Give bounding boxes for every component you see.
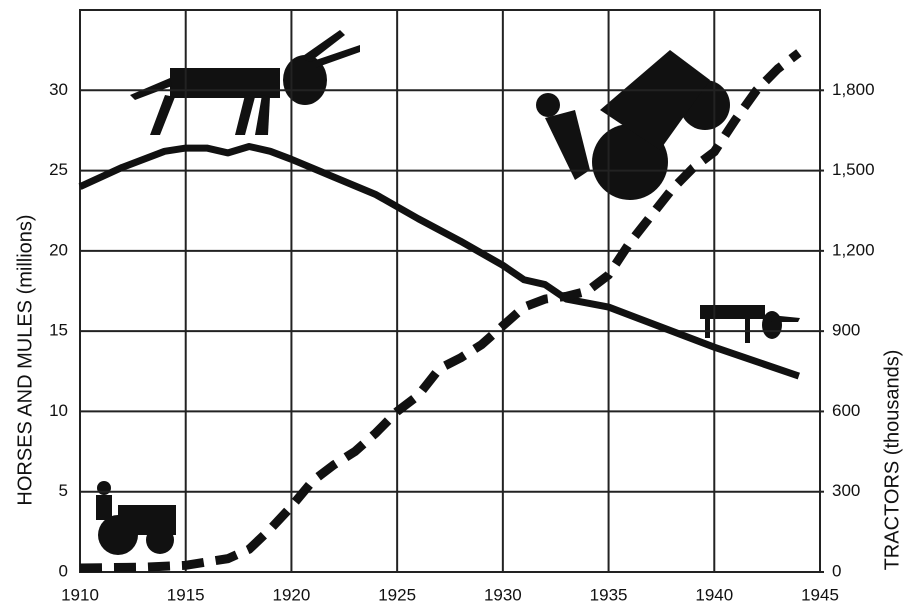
x-tick-label: 1910 [61, 585, 99, 604]
y-tick-label: 20 [49, 240, 68, 259]
y-tick-label: 15 [49, 321, 68, 340]
y2-tick-label: 600 [832, 401, 860, 420]
x-tick-label: 1925 [378, 585, 416, 604]
y-tick-label: 25 [49, 160, 68, 179]
y2-axis-title: TRACTORS (thousands) [881, 350, 903, 571]
y2-tick-label: 1,800 [832, 80, 875, 99]
horse-icon [130, 30, 360, 135]
chart: HORSES AND MULES (millions) TRACTORS (th… [0, 0, 914, 610]
x-tick-label: 1935 [590, 585, 628, 604]
x-tick-label: 1930 [484, 585, 522, 604]
series-line [80, 146, 799, 376]
y-tick-label: 0 [59, 561, 68, 580]
x-tick-label: 1945 [801, 585, 839, 604]
x-tick-label: 1915 [167, 585, 205, 604]
y2-tick-label: 1,200 [832, 240, 875, 259]
x-tick-label: 1920 [273, 585, 311, 604]
y2-tick-label: 300 [832, 481, 860, 500]
x-tick-label: 1940 [695, 585, 733, 604]
y-tick-label: 10 [49, 401, 68, 420]
y-axis-title: HORSES AND MULES (millions) [14, 214, 36, 505]
y-tick-label: 30 [49, 80, 68, 99]
tractor-icon [536, 50, 730, 200]
y2-tick-label: 1,500 [832, 160, 875, 179]
y2-tick-label: 0 [832, 561, 841, 580]
series-line [80, 53, 799, 568]
y2-tick-label: 900 [832, 321, 860, 340]
y-tick-label: 5 [59, 481, 68, 500]
